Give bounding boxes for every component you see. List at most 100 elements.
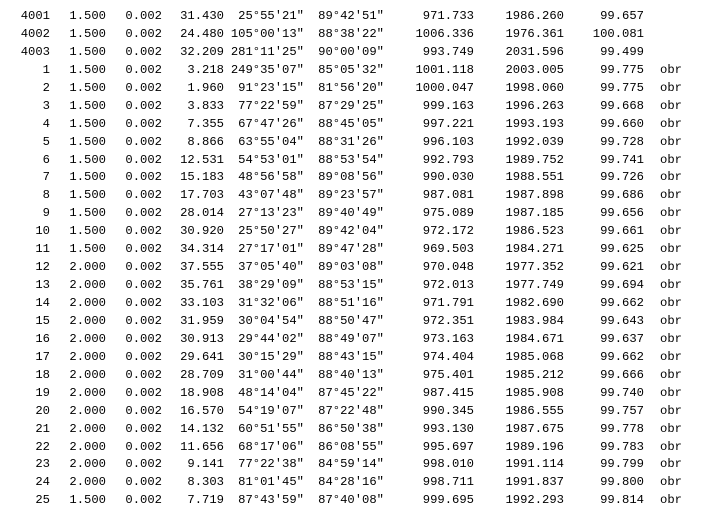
- cell-z: 99.783: [564, 439, 644, 457]
- cell-v2: 0.002: [106, 98, 162, 116]
- cell-angle1: 54°53'01": [224, 152, 304, 170]
- cell-y: 1989.752: [474, 152, 564, 170]
- cell-z: 99.660: [564, 116, 644, 134]
- cell-angle1: 27°17'01": [224, 241, 304, 259]
- cell-x: 1000.047: [384, 80, 474, 98]
- cell-v2: 0.002: [106, 187, 162, 205]
- table-row: 21.5000.0021.960 91°23'15" 81°56'20"1000…: [10, 80, 709, 98]
- cell-tag: obr: [644, 241, 682, 259]
- cell-v3: 30.913: [162, 331, 224, 349]
- cell-id: 4: [10, 116, 50, 134]
- cell-x: 996.103: [384, 134, 474, 152]
- cell-y: 1998.060: [474, 80, 564, 98]
- cell-x: 998.010: [384, 456, 474, 474]
- data-table: 40011.5000.00231.430 25°55'21" 89°42'51"…: [10, 8, 709, 510]
- cell-angle2: 89°42'51": [304, 8, 384, 26]
- cell-angle2: 88°51'16": [304, 295, 384, 313]
- cell-v1: 2.000: [50, 385, 106, 403]
- table-row: 132.0000.00235.761 38°29'09" 88°53'15"97…: [10, 277, 709, 295]
- cell-v1: 1.500: [50, 80, 106, 98]
- cell-v2: 0.002: [106, 205, 162, 223]
- cell-v1: 1.500: [50, 8, 106, 26]
- cell-v1: 2.000: [50, 259, 106, 277]
- cell-y: 2031.596: [474, 44, 564, 62]
- table-row: 11.5000.0023.218249°35'07" 85°05'32"1001…: [10, 62, 709, 80]
- cell-x: 971.791: [384, 295, 474, 313]
- cell-angle1: 43°07'48": [224, 187, 304, 205]
- cell-angle1: 48°14'04": [224, 385, 304, 403]
- table-row: 182.0000.00228.709 31°00'44" 88°40'13"97…: [10, 367, 709, 385]
- cell-z: 99.740: [564, 385, 644, 403]
- cell-x: 975.401: [384, 367, 474, 385]
- cell-v2: 0.002: [106, 116, 162, 134]
- table-row: 232.0000.0029.141 77°22'38" 84°59'14"998…: [10, 456, 709, 474]
- cell-v3: 16.570: [162, 403, 224, 421]
- cell-tag: obr: [644, 134, 682, 152]
- cell-v1: 2.000: [50, 474, 106, 492]
- cell-v2: 0.002: [106, 456, 162, 474]
- cell-z: 99.728: [564, 134, 644, 152]
- cell-angle2: 84°28'16": [304, 474, 384, 492]
- cell-angle1: 27°13'23": [224, 205, 304, 223]
- cell-z: 99.778: [564, 421, 644, 439]
- cell-y: 1991.837: [474, 474, 564, 492]
- cell-angle1: 249°35'07": [224, 62, 304, 80]
- cell-v3: 14.132: [162, 421, 224, 439]
- cell-x: 997.221: [384, 116, 474, 134]
- table-row: 222.0000.00211.656 68°17'06" 86°08'55"99…: [10, 439, 709, 457]
- cell-tag: obr: [644, 98, 682, 116]
- cell-angle2: 88°53'54": [304, 152, 384, 170]
- cell-angle2: 88°45'05": [304, 116, 384, 134]
- cell-v2: 0.002: [106, 134, 162, 152]
- cell-id: 25: [10, 492, 50, 510]
- cell-angle2: 89°42'04": [304, 223, 384, 241]
- table-row: 212.0000.00214.132 60°51'55" 86°50'38"99…: [10, 421, 709, 439]
- cell-angle1: 48°56'58": [224, 169, 304, 187]
- cell-z: 99.662: [564, 349, 644, 367]
- cell-angle1: 77°22'38": [224, 456, 304, 474]
- cell-v3: 31.430: [162, 8, 224, 26]
- cell-z: 99.741: [564, 152, 644, 170]
- cell-v3: 35.761: [162, 277, 224, 295]
- cell-id: 23: [10, 456, 50, 474]
- cell-x: 990.345: [384, 403, 474, 421]
- cell-y: 1977.749: [474, 277, 564, 295]
- cell-tag: [644, 26, 682, 44]
- cell-id: 19: [10, 385, 50, 403]
- cell-angle1: 91°23'15": [224, 80, 304, 98]
- cell-v2: 0.002: [106, 403, 162, 421]
- cell-v3: 12.531: [162, 152, 224, 170]
- cell-tag: obr: [644, 474, 682, 492]
- cell-v2: 0.002: [106, 367, 162, 385]
- cell-v2: 0.002: [106, 331, 162, 349]
- cell-angle1: 81°01'45": [224, 474, 304, 492]
- cell-z: 99.637: [564, 331, 644, 349]
- cell-v3: 17.703: [162, 187, 224, 205]
- cell-y: 1996.263: [474, 98, 564, 116]
- cell-id: 4003: [10, 44, 50, 62]
- cell-id: 4001: [10, 8, 50, 26]
- cell-id: 16: [10, 331, 50, 349]
- cell-v2: 0.002: [106, 44, 162, 62]
- cell-y: 1989.196: [474, 439, 564, 457]
- cell-v2: 0.002: [106, 152, 162, 170]
- cell-angle1: 68°17'06": [224, 439, 304, 457]
- cell-id: 11: [10, 241, 50, 259]
- cell-v2: 0.002: [106, 492, 162, 510]
- cell-x: 973.163: [384, 331, 474, 349]
- cell-v1: 2.000: [50, 313, 106, 331]
- cell-x: 972.351: [384, 313, 474, 331]
- cell-z: 99.625: [564, 241, 644, 259]
- cell-angle2: 89°08'56": [304, 169, 384, 187]
- cell-y: 1993.193: [474, 116, 564, 134]
- cell-v2: 0.002: [106, 223, 162, 241]
- cell-x: 970.048: [384, 259, 474, 277]
- cell-id: 2: [10, 80, 50, 98]
- cell-z: 99.668: [564, 98, 644, 116]
- cell-z: 99.814: [564, 492, 644, 510]
- cell-id: 24: [10, 474, 50, 492]
- cell-x: 990.030: [384, 169, 474, 187]
- cell-z: 99.643: [564, 313, 644, 331]
- cell-y: 1983.984: [474, 313, 564, 331]
- cell-tag: obr: [644, 385, 682, 403]
